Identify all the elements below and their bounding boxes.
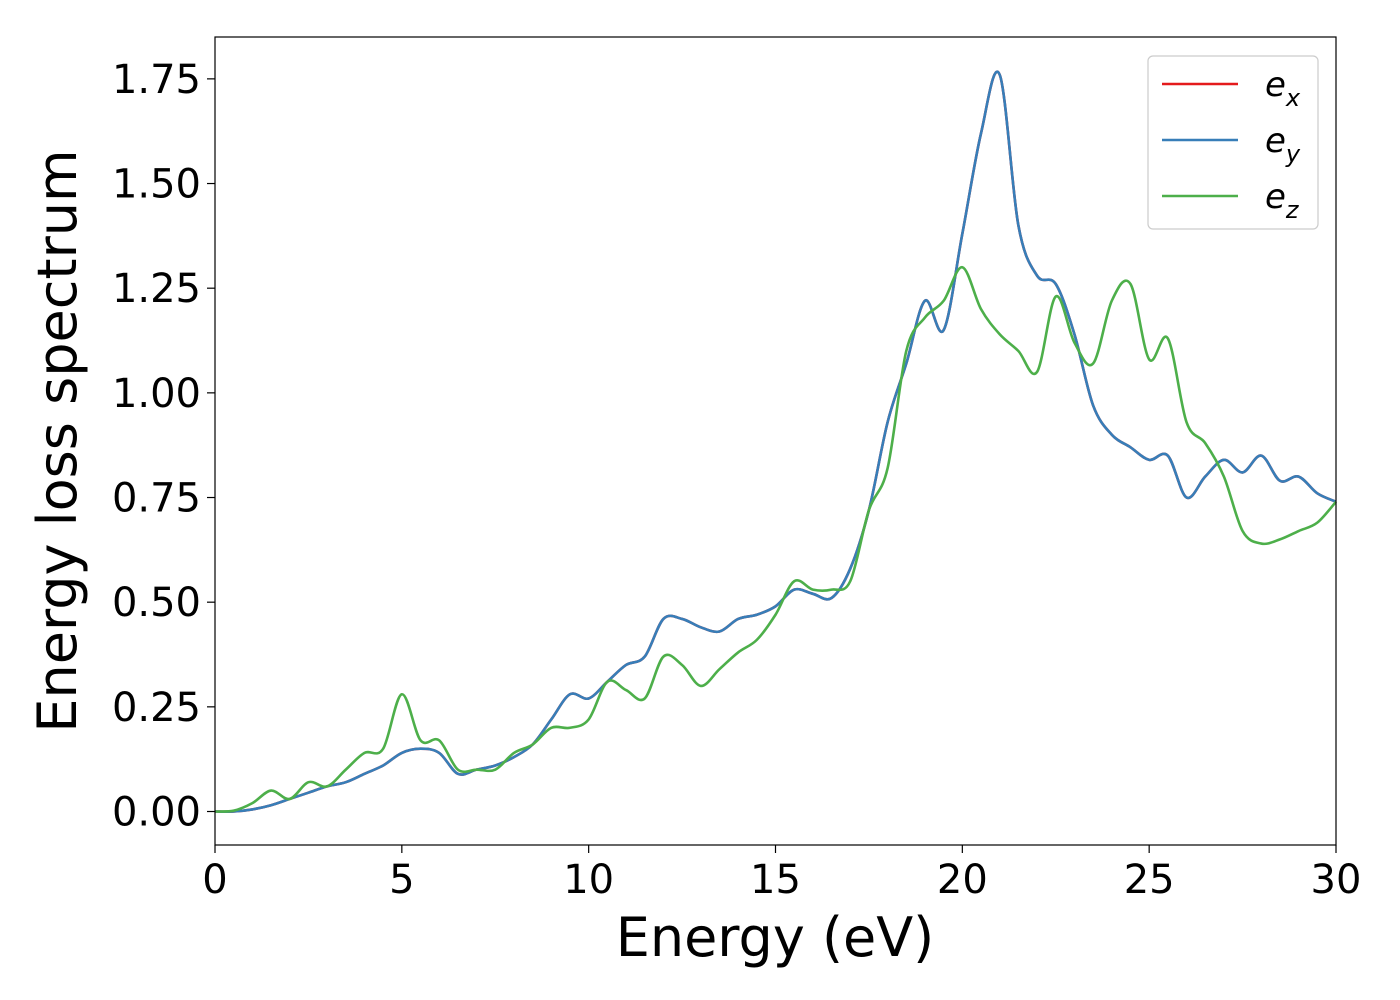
y-tick-label: 1.75 (112, 57, 201, 103)
y-tick-label: 1.25 (112, 266, 201, 312)
y-tick-label: 1.50 (112, 162, 201, 208)
x-tick-label: 5 (389, 857, 414, 903)
x-tick-label: 15 (750, 857, 801, 903)
x-tick-label: 25 (1124, 857, 1175, 903)
y-axis-title: Energy loss spectrum (26, 149, 89, 732)
series-line-ey (214, 70, 1337, 813)
y-tick-label: 0.00 (112, 790, 201, 836)
legend-box (1147, 55, 1319, 230)
y-tick-label: 1.00 (112, 371, 201, 417)
x-tick-label: 30 (1311, 857, 1362, 903)
series-line-ez (214, 265, 1337, 813)
series-layer (214, 70, 1337, 813)
x-tick-label: 0 (202, 857, 227, 903)
y-tick-label: 0.75 (112, 476, 201, 522)
x-axis-title: Energy (eV) (616, 906, 935, 969)
x-axis: 0 5 10 15 20 25 30 (202, 845, 1361, 903)
y-tick-label: 0.50 (112, 580, 201, 626)
legend-label-subscript: x (1285, 84, 1301, 112)
x-tick-label: 20 (937, 857, 988, 903)
legend-label-subscript: z (1285, 196, 1300, 224)
legend-label-subscript: y (1285, 140, 1301, 168)
y-tick-label: 0.25 (112, 685, 201, 731)
x-tick-label: 10 (563, 857, 614, 903)
y-axis: 0.00 0.25 0.50 0.75 1.00 1.25 1.50 1.75 (112, 57, 215, 836)
